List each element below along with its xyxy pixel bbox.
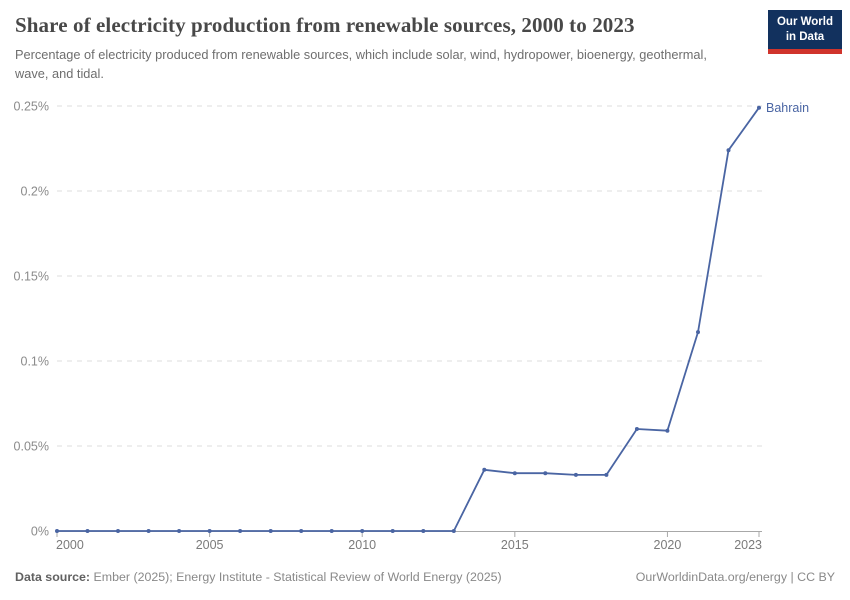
owid-logo-line1: Our World — [776, 16, 833, 28]
data-source-label: Data source: — [15, 570, 91, 584]
svg-text:2000: 2000 — [56, 538, 84, 552]
svg-text:0.1%: 0.1% — [21, 355, 50, 369]
gridlines — [57, 105, 762, 447]
axis-ticks-and-labels: 0% 0.05% 0.1% 0.15% 0.2% 0.25% 2000 2005 2010 201… — [14, 100, 762, 553]
svg-text:2023: 2023 — [734, 538, 762, 552]
owid-logo-line2: in Data — [785, 30, 825, 43]
series-bahrain-line[interactable] — [55, 105, 761, 533]
chart-subtitle: Percentage of electricity produced from … — [15, 47, 707, 82]
data-source-text: Ember (2025); Energy Institute - Statist… — [93, 570, 502, 584]
svg-text:0.25%: 0.25% — [14, 100, 49, 114]
svg-text:2020: 2020 — [654, 538, 682, 552]
svg-text:2015: 2015 — [501, 538, 529, 552]
owid-logo[interactable]: Our World in Data — [768, 10, 842, 54]
owid-logo-text: Our World in Data — [768, 10, 842, 49]
entity-label-bahrain[interactable]: Bahrain — [766, 101, 809, 115]
svg-text:2005: 2005 — [196, 538, 224, 552]
svg-text:0.2%: 0.2% — [21, 185, 50, 199]
svg-text:0.15%: 0.15% — [14, 270, 49, 284]
svg-text:0%: 0% — [31, 525, 49, 539]
data-source-note: Data source: Ember (2025); Energy Instit… — [15, 570, 502, 584]
owid-logo-red-bar — [768, 48, 842, 54]
license-note[interactable]: OurWorldinData.org/energy | CC BY — [635, 570, 835, 584]
page-title: Share of electricity production from ren… — [15, 13, 635, 37]
chart-footer: Data source: Ember (2025); Energy Instit… — [15, 570, 835, 584]
chart-header: Share of electricity production from ren… — [15, 13, 760, 84]
svg-text:2010: 2010 — [348, 538, 376, 552]
svg-text:0.05%: 0.05% — [14, 440, 49, 454]
